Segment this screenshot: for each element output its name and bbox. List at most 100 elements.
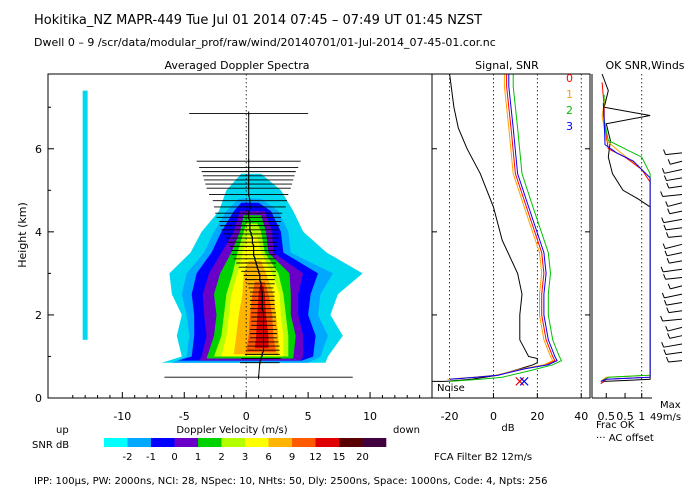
signal-x-label: dB xyxy=(501,423,514,434)
header-title: Hokitika_NZ MAPR-449 Tue Jul 01 2014 07:… xyxy=(34,13,482,28)
frac-ok-frac_black xyxy=(600,73,651,384)
colorbar-swatch xyxy=(174,438,199,447)
signal-x-tick-label: 0 xyxy=(490,410,497,423)
wind-barb-flag xyxy=(663,299,667,306)
wind-barb xyxy=(666,301,683,306)
label-up: up xyxy=(56,425,69,436)
wind-barb xyxy=(665,351,683,356)
winds-x-tick-label: 1 xyxy=(638,410,645,423)
noise-marker-red xyxy=(515,376,525,386)
label-down: down xyxy=(393,425,420,436)
colorbar-swatch xyxy=(151,438,175,447)
wind-barb xyxy=(662,193,683,197)
signal-x-tick-label: 40 xyxy=(574,410,588,423)
frac-ok-frac_orange xyxy=(600,98,651,382)
wind-barb-flag xyxy=(667,208,671,214)
wind-barb-flag xyxy=(663,175,667,181)
wind-barb xyxy=(668,360,683,363)
snr-colorbar: -2 -1 0 1 2 3 6 9 12 15 20 xyxy=(104,438,387,463)
wind-barb xyxy=(668,310,683,314)
ok-snr-winds-plot: 0.5 0.5 1 xyxy=(591,73,683,423)
x-tick-label: 5 xyxy=(305,410,312,423)
y-axis-label: Height (km) xyxy=(16,202,29,268)
ac-offset-label: ··· AC offset xyxy=(596,433,654,444)
noise-marker-blue xyxy=(519,376,529,386)
signal-series-2 xyxy=(449,74,563,382)
frac-ok-frac_green xyxy=(600,94,651,382)
wind-barb-flag xyxy=(666,182,670,189)
colorbar-tick-label: 2 xyxy=(218,452,224,463)
signal-snr-plot: -20 0 20 40 0 1 2 3 xyxy=(431,72,591,423)
ok-snr-winds-title: OK SNR,Winds xyxy=(605,59,684,72)
wind-barb xyxy=(663,218,683,224)
y-tick-label: 2 xyxy=(35,309,42,322)
x-tick-label: -5 xyxy=(179,410,190,423)
colorbar-tick-label: 0 xyxy=(171,452,177,463)
colorbar-swatch xyxy=(198,438,222,447)
filter-label: FCA Filter B2 12m/s xyxy=(434,452,532,463)
wind-barb xyxy=(669,260,683,264)
frac-ok-label: Frac OK xyxy=(596,420,635,431)
edge-band xyxy=(82,90,88,340)
wind-barb xyxy=(668,235,683,238)
wind-barb-flag xyxy=(665,356,669,363)
wind-barb-flag xyxy=(663,349,667,355)
colorbar-tick-label: 1 xyxy=(195,452,201,463)
wind-barb-flag xyxy=(667,159,671,165)
colorbar-tick-label: 20 xyxy=(356,452,369,463)
wind-barb xyxy=(662,318,683,322)
colorbar-tick-label: -1 xyxy=(146,452,156,463)
winds-x-tick-label: 0.5 xyxy=(616,410,634,423)
colorbar-swatch xyxy=(268,438,293,447)
wind-barb-flag xyxy=(665,325,669,332)
wind-barb-flag xyxy=(667,283,671,290)
x-tick-label: 0 xyxy=(243,410,250,423)
mean-velocity-trace xyxy=(248,113,264,378)
colorbar-swatch xyxy=(127,438,152,447)
wind-barb-flag xyxy=(661,168,665,174)
wind-barb-flag xyxy=(660,315,664,322)
wind-barb xyxy=(667,202,683,207)
x-tick-label: 10 xyxy=(363,410,377,423)
doppler-spectra-plot: -10 -5 0 5 10 0 2 4 6 xyxy=(35,73,433,423)
wind-barb xyxy=(669,210,683,215)
y-tick-label: 0 xyxy=(35,392,42,405)
radar-parameters: IPP: 100µs, PW: 2000ns, NCI: 28, NSpec: … xyxy=(34,476,547,487)
x-axis-label: Doppler Velocity (m/s) xyxy=(176,425,287,436)
colorbar-tick-label: 12 xyxy=(309,452,322,463)
signal-series-Signal xyxy=(432,73,538,382)
colorbar-swatch xyxy=(339,438,363,447)
spectra-title: Averaged Doppler Spectra xyxy=(164,59,309,72)
max-label: Max xyxy=(660,400,681,411)
wind-barb xyxy=(665,277,683,280)
wind-barb xyxy=(666,177,683,182)
series-legend-0: 0 xyxy=(566,72,573,85)
wind-barb-flag xyxy=(660,191,664,197)
wind-barb-flag xyxy=(664,250,668,257)
colorbar-swatch xyxy=(245,438,269,447)
frac-ok-frac_blue xyxy=(600,103,651,382)
wind-barb-flag xyxy=(666,307,670,313)
max-value: 49m/s xyxy=(650,412,681,423)
colorbar-tick-label: 6 xyxy=(265,452,271,463)
wind-barb-flag xyxy=(661,292,665,299)
colorbar-tick-label: -2 xyxy=(123,452,133,463)
wind-barb-flag xyxy=(663,274,666,280)
colorbar-swatch xyxy=(315,438,340,447)
signal-series-1 xyxy=(447,74,554,380)
wind-barb xyxy=(669,335,683,339)
colorbar-tick-label: 9 xyxy=(289,452,295,463)
wind-barb xyxy=(668,185,683,189)
wind-barb-flag xyxy=(665,201,669,207)
wind-barb-flag xyxy=(661,342,665,348)
colorbar-tick-label: 3 xyxy=(242,452,248,463)
frac-ok-frac_red xyxy=(600,82,651,384)
wind-barb xyxy=(667,326,683,332)
noise-label: Noise xyxy=(437,383,465,394)
wind-barb-flag xyxy=(666,257,670,264)
colorbar-label: SNR dB xyxy=(32,440,69,451)
colorbar-swatch xyxy=(221,438,246,447)
wind-barb xyxy=(670,160,683,165)
x-tick-label: -10 xyxy=(113,410,131,423)
